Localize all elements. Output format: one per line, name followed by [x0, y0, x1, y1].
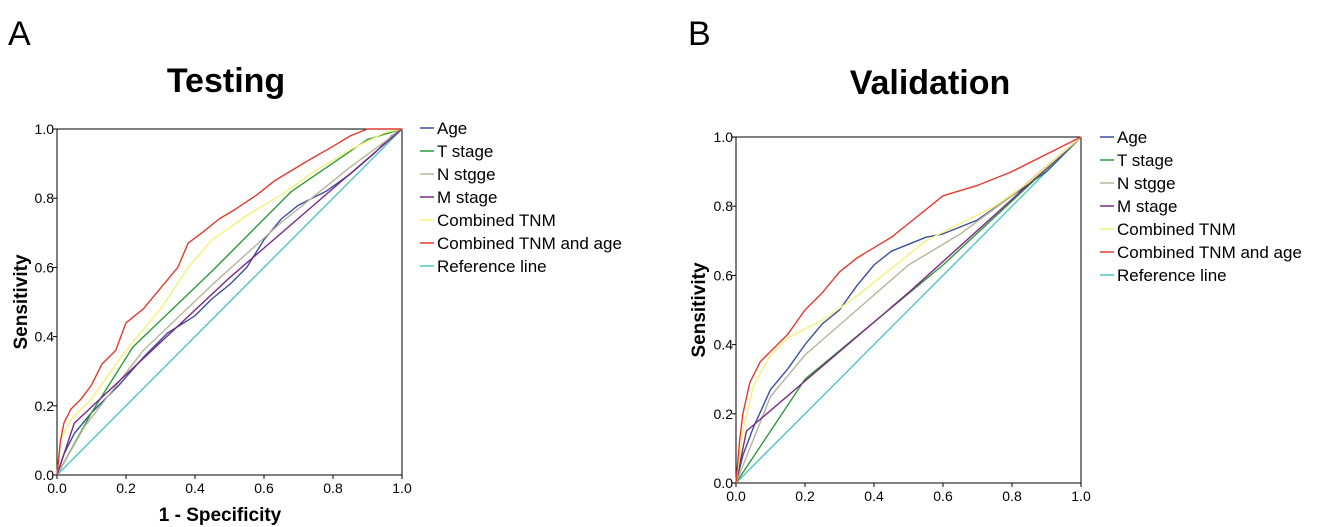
x-tick-label: 0.6 [254, 480, 274, 496]
legend-label: N stgge [437, 165, 496, 184]
series-line-n-stgge [735, 136, 1082, 484]
series-line-n-stgge [56, 128, 403, 476]
x-axis: 0.0 0.2 0.4 0.6 0.8 1.0 [47, 475, 412, 496]
legend-label: T stage [437, 142, 493, 161]
series-line-age [735, 136, 1082, 484]
panel-a: A Testing 0.0 0.2 0.4 0.6 0.8 1.0 0.00.20.40.… [8, 15, 622, 526]
series-line-reference-line [735, 136, 1082, 484]
plot-frame [56, 128, 403, 476]
y-axis: 0.0 0.2 0.4 0.6 0.8 1.0 [35, 121, 57, 483]
legend-label: Combined TNM [1117, 220, 1236, 239]
series-line-combined-tnm [735, 136, 1082, 484]
panel-b: B Validation 0.0 0.2 0.4 0.6 0.8 1.0 0.00.20.… [688, 15, 1302, 504]
legend: Age T stage N stgge M stage Combined TNM Comb… [1100, 128, 1302, 285]
series-line-combined-tnm-and-age [56, 128, 402, 476]
plot-frame [735, 136, 1082, 484]
legend-label: M stage [1117, 197, 1177, 216]
legend-label: Reference line [437, 257, 547, 276]
panel-letter: B [688, 15, 711, 53]
legend-label: Reference line [1117, 266, 1227, 285]
y-tick-label: 1.0 [35, 121, 55, 137]
legend-label: N stgge [1117, 174, 1176, 193]
legend: Age T stage N stgge M stage Combined TNM Comb… [420, 119, 622, 276]
chart-title: Testing [167, 62, 285, 100]
legend-label: Combined TNM and age [437, 234, 622, 253]
legend-label: Combined TNM and age [1117, 243, 1302, 262]
series-line-reference-line [56, 128, 403, 476]
y-tick-label: 0.0 [714, 475, 734, 491]
y-tick-label: 0.6 [35, 259, 55, 275]
x-tick-label: 0.2 [795, 488, 815, 504]
panel-letter: A [8, 15, 31, 53]
legend-label: Age [1117, 128, 1147, 147]
x-axis-label: 1 - Specificity [159, 505, 282, 526]
y-tick-label: 0.2 [35, 398, 55, 414]
series-line-combined-tnm-and-age [735, 136, 1082, 484]
x-tick-label: 0.0 [47, 480, 67, 496]
y-axis-label: Sensitivity [11, 254, 32, 349]
y-tick-label: 0.2 [714, 406, 734, 422]
x-tick-label: 0.0 [726, 488, 746, 504]
legend-label: T stage [1117, 151, 1173, 170]
y-axis: 0.0 0.2 0.4 0.6 0.8 1.0 [714, 129, 736, 491]
x-axis: 0.0 0.2 0.4 0.6 0.8 1.0 [726, 483, 1091, 504]
series-line-t-stage [56, 128, 403, 476]
y-tick-label: 0.4 [35, 329, 55, 345]
y-tick-label: 0.8 [35, 190, 55, 206]
x-tick-label: 0.4 [864, 488, 884, 504]
x-tick-label: 1.0 [392, 480, 412, 496]
x-tick-label: 1.0 [1071, 488, 1091, 504]
series-line-combined-tnm [56, 128, 403, 476]
y-tick-label: 1.0 [714, 129, 734, 145]
y-tick-label: 0.8 [714, 198, 734, 214]
chart-title: Validation [850, 64, 1011, 102]
y-tick-label: 0.0 [35, 467, 55, 483]
x-tick-label: 0.4 [185, 480, 205, 496]
legend-label: Combined TNM [437, 211, 556, 230]
x-tick-label: 0.6 [933, 488, 953, 504]
series-line-m-stage [735, 136, 1082, 484]
legend-label: Age [437, 119, 467, 138]
series-layer [735, 136, 1082, 484]
legend-label: M stage [437, 188, 497, 207]
y-axis-label: Sensitivity [689, 262, 710, 357]
y-tick-label: 0.4 [714, 337, 734, 353]
x-tick-label: 0.8 [1002, 488, 1022, 504]
x-tick-label: 0.2 [116, 480, 136, 496]
x-tick-label: 0.8 [323, 480, 343, 496]
series-line-m-stage [56, 128, 403, 476]
y-tick-label: 0.6 [714, 267, 734, 283]
series-layer [56, 128, 403, 476]
